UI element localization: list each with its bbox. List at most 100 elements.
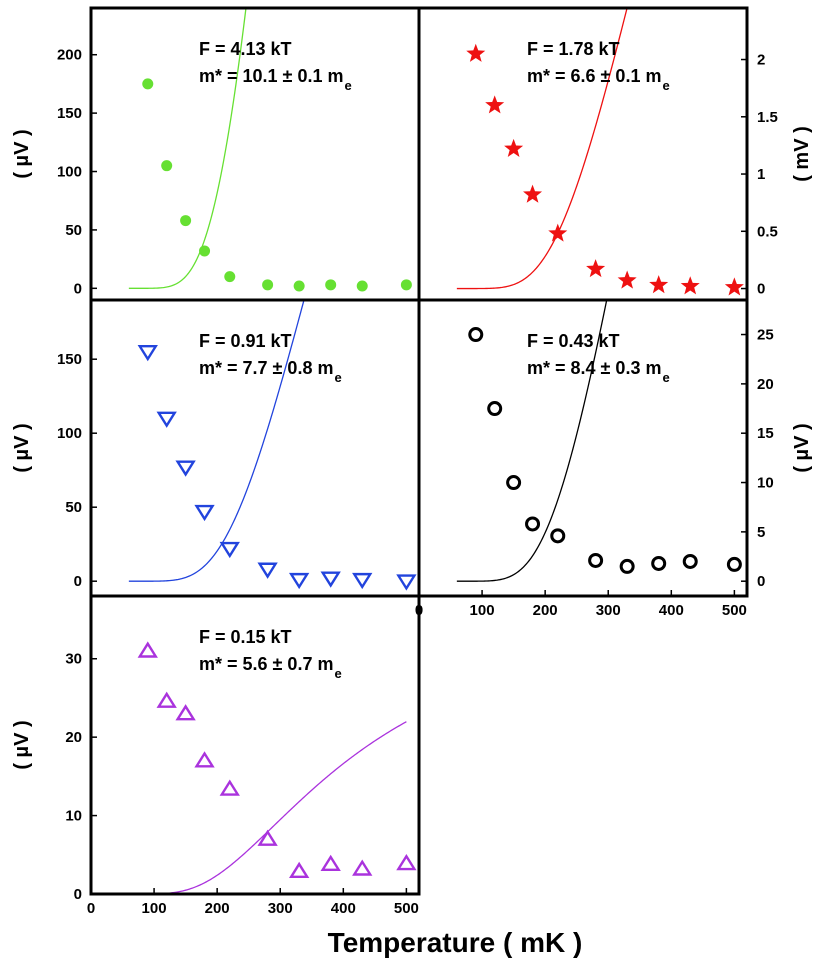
annotation-F: F = 0.91 kT xyxy=(199,331,292,351)
y-tick-label: 2 xyxy=(757,52,765,69)
y-tick-label: 25 xyxy=(757,327,774,344)
annotation-mass-subscript: e xyxy=(334,666,341,681)
y-tick-label: 100 xyxy=(57,164,82,181)
y-tick-label: 20 xyxy=(757,376,774,393)
y-tick-label: 50 xyxy=(65,499,82,516)
data-point xyxy=(396,853,417,871)
annotation-mass: m* = 5.6 ± 0.7 m xyxy=(199,654,333,674)
data-point xyxy=(617,270,637,289)
data-point xyxy=(219,779,240,796)
data-point xyxy=(352,572,373,590)
data-point xyxy=(219,541,240,559)
data-point xyxy=(400,279,412,291)
y-tick-label: 5 xyxy=(757,524,765,541)
panel-frame xyxy=(417,298,749,598)
annotation-mass: m* = 10.1 ± 0.1 m xyxy=(199,66,343,86)
fit-curve xyxy=(96,721,407,894)
y-axis-label: ( mV ) xyxy=(791,126,813,182)
x-tick-label: 400 xyxy=(331,900,356,917)
fit-curve xyxy=(456,300,608,582)
data-point xyxy=(137,641,158,658)
data-point xyxy=(161,160,173,172)
data-point xyxy=(506,475,522,491)
data-point xyxy=(468,327,484,343)
data-point xyxy=(680,276,700,295)
annotation-F: F = 0.15 kT xyxy=(199,627,292,647)
x-tick-label: 200 xyxy=(205,900,230,917)
annotation-mass-subscript: e xyxy=(344,78,351,93)
data-point xyxy=(262,279,274,291)
x-tick-label: 300 xyxy=(596,602,621,619)
y-tick-label: 200 xyxy=(57,47,82,64)
data-point xyxy=(175,460,196,477)
data-point xyxy=(293,280,305,292)
x-tick-label: 100 xyxy=(470,602,495,619)
x-axis-title: Temperature ( mK ) xyxy=(328,927,583,958)
x-tick-label: 400 xyxy=(659,602,684,619)
data-point xyxy=(485,95,505,114)
annotation-mass: m* = 8.4 ± 0.3 m xyxy=(527,358,661,378)
data-point xyxy=(320,854,341,871)
data-point xyxy=(548,223,568,242)
x-tick-label: 0 xyxy=(87,900,95,917)
x-tick-label: 500 xyxy=(394,900,419,917)
panel-middle-left: 0 50 100 150 ( µV ) F = 0.91 kT m* = 7.7 ± 0.8… xyxy=(11,298,421,598)
y-tick-label: 15 xyxy=(757,425,774,442)
y-tick-label: 1.5 xyxy=(757,109,778,126)
data-point xyxy=(325,279,337,291)
fit-curve xyxy=(456,8,628,290)
data-point xyxy=(619,558,635,574)
data-point xyxy=(651,555,667,571)
y-tick-label: 0 xyxy=(757,573,765,590)
panel-frame xyxy=(89,594,421,896)
data-point xyxy=(356,280,368,292)
data-point xyxy=(396,574,417,591)
y-tick-label: 10 xyxy=(65,808,82,825)
y-axis-label: ( µV ) xyxy=(11,129,33,178)
y-tick-label: 100 xyxy=(57,425,82,442)
fit-curve xyxy=(128,300,305,582)
data-point xyxy=(224,271,236,283)
y-axis-label: ( µV ) xyxy=(11,720,33,769)
data-point xyxy=(288,861,310,879)
annotation-mass: m* = 6.6 ± 0.1 m xyxy=(527,66,661,86)
annotation-mass: m* = 7.7 ± 0.8 m xyxy=(199,358,333,378)
data-point xyxy=(180,215,192,227)
x-tick-label: 200 xyxy=(533,602,558,619)
y-tick-label: 10 xyxy=(757,475,774,492)
y-tick-label: 0 xyxy=(74,886,82,903)
data-point xyxy=(525,516,541,532)
data-point xyxy=(649,275,669,294)
data-point xyxy=(588,552,604,568)
annotation-mass-subscript: e xyxy=(662,370,669,385)
x-tick-label: 100 xyxy=(142,900,167,917)
data-point xyxy=(682,553,698,569)
data-point xyxy=(320,571,341,588)
data-point xyxy=(175,704,196,721)
data-point xyxy=(137,345,158,362)
data-point xyxy=(726,556,742,572)
y-tick-label: 50 xyxy=(65,222,82,239)
annotation-F: F = 4.13 kT xyxy=(199,39,292,59)
data-point xyxy=(586,259,606,278)
data-point xyxy=(194,504,215,522)
data-point xyxy=(550,528,566,544)
data-point xyxy=(257,829,278,846)
panel-top-left: 0 50 100 150 200 ( µV ) F = 4.13 kT m* = 10.1 ±… xyxy=(11,6,421,302)
y-tick-label: 1 xyxy=(757,166,765,183)
data-point xyxy=(352,859,373,876)
annotation-F: F = 0.43 kT xyxy=(527,331,620,351)
x-tick-label: 500 xyxy=(722,602,747,619)
annotation-mass-subscript: e xyxy=(334,370,341,385)
y-tick-label: 20 xyxy=(65,729,82,746)
y-tick-label: 0 xyxy=(74,280,82,297)
data-point xyxy=(156,411,177,428)
data-point xyxy=(523,184,543,203)
x-tick-label: 300 xyxy=(268,900,293,917)
y-tick-label: 0 xyxy=(74,573,82,590)
data-point xyxy=(156,691,177,708)
fit-curve xyxy=(128,8,247,289)
annotation-mass-subscript: e xyxy=(662,78,669,93)
